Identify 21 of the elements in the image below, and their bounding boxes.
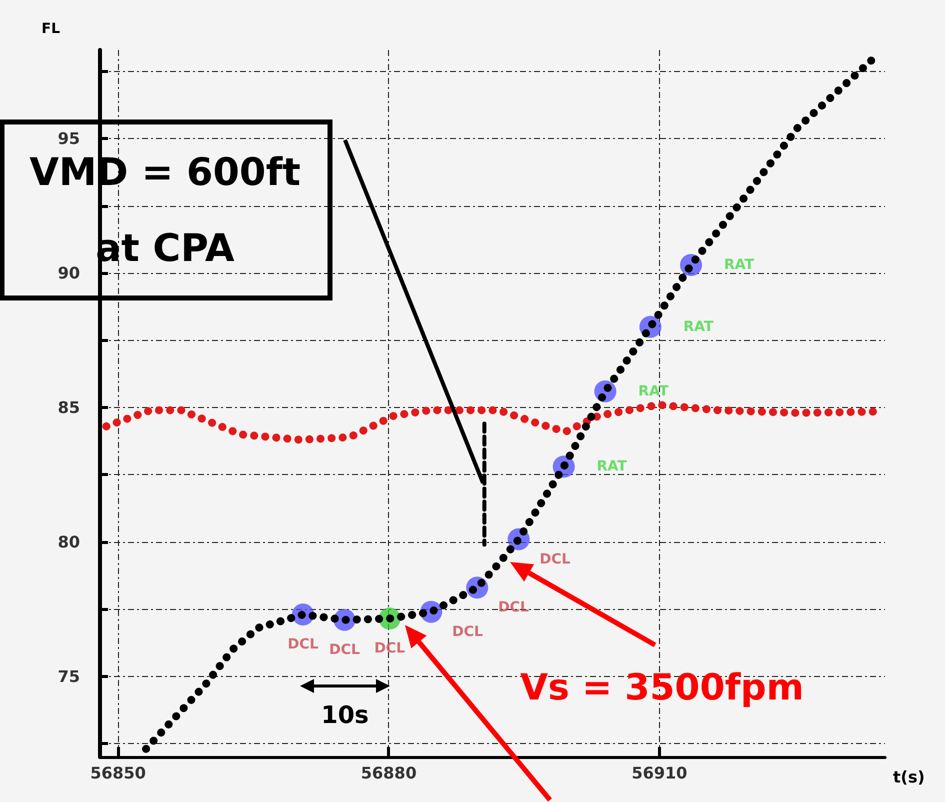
x-tick-label: 56910 [632, 764, 688, 782]
data-label: RAT [683, 318, 714, 335]
annotation: 10s [321, 701, 369, 729]
data-label: DCL [540, 551, 571, 568]
y-tick-label: 75 [58, 666, 80, 686]
y-axis-title: FL [42, 21, 60, 37]
x-tick-label: 56850 [90, 764, 146, 782]
data-label: RAT [724, 257, 755, 274]
x-axis-title: t(s) [893, 768, 925, 786]
annotation: Vs = 3500fpm [520, 668, 804, 708]
x-tick-label: 56880 [360, 764, 417, 782]
data-label: DCL [452, 624, 484, 640]
data-label: DCL [498, 600, 530, 616]
y-tick-label: 80 [58, 532, 80, 552]
data-label: DCL [288, 636, 318, 653]
data-label: RAT [638, 383, 669, 400]
data-label: RAT [596, 458, 628, 475]
y-tick-label: 85 [58, 398, 80, 418]
data-label: DCL [329, 642, 360, 658]
data-label: DCL [374, 640, 406, 657]
y-tick-label: 95 [58, 129, 80, 148]
